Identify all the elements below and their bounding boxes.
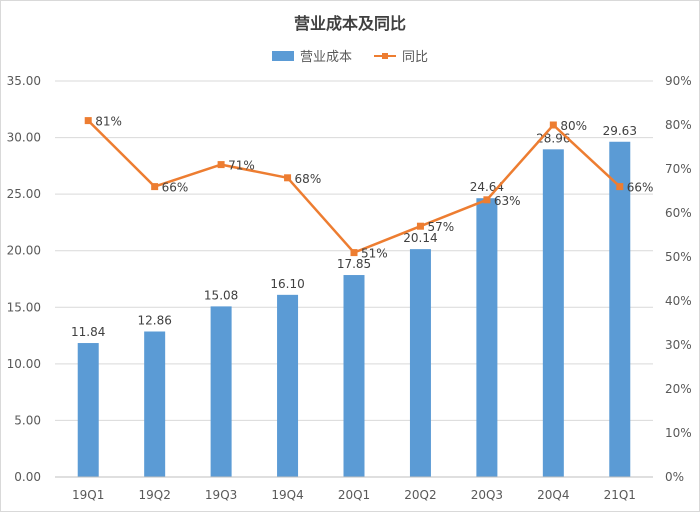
bar-data-label: 15.08 <box>204 288 238 302</box>
line-data-label: 71% <box>228 159 255 173</box>
left-axis-tick-label: 10.00 <box>7 357 41 371</box>
line-data-label: 57% <box>427 220 454 234</box>
left-axis-tick-label: 20.00 <box>7 244 41 258</box>
right-axis-tick-label: 70% <box>665 162 692 176</box>
line-data-label: 63% <box>494 194 521 208</box>
bar-data-label: 12.86 <box>137 313 171 327</box>
line-marker <box>350 249 358 257</box>
left-axis-tick-label: 5.00 <box>14 413 41 427</box>
legend-item-line: 同比 <box>374 46 428 65</box>
x-axis-tick-label: 20Q2 <box>404 488 436 502</box>
line-marker <box>217 161 225 169</box>
line-data-label: 66% <box>627 181 654 195</box>
x-axis-tick-label: 20Q3 <box>471 488 503 502</box>
left-axis-tick-label: 30.00 <box>7 131 41 145</box>
line-data-label: 81% <box>95 115 122 129</box>
line-marker <box>151 183 159 191</box>
bar-data-label: 11.84 <box>71 325 105 339</box>
legend-line-label: 同比 <box>402 50 429 65</box>
left-axis-tick-label: 35.00 <box>7 74 41 88</box>
bar <box>210 306 232 477</box>
right-axis-tick-label: 40% <box>665 294 692 308</box>
chart-legend: 营业成本 同比 <box>0 46 700 65</box>
right-axis-tick-label: 30% <box>665 338 692 352</box>
bar <box>77 343 99 477</box>
bar <box>609 141 631 477</box>
right-axis-tick-label: 80% <box>665 118 692 132</box>
line-data-label: 51% <box>361 247 388 261</box>
legend-item-bar: 营业成本 <box>271 46 352 65</box>
x-axis-tick-label: 19Q2 <box>138 488 170 502</box>
bar-data-label: 20.14 <box>403 231 437 245</box>
right-axis-tick-label: 60% <box>665 206 692 220</box>
bar <box>343 275 365 477</box>
bar <box>144 331 166 477</box>
line-marker <box>284 174 292 182</box>
legend-bar-label: 营业成本 <box>299 50 352 65</box>
line-marker <box>616 183 624 191</box>
x-axis-tick-label: 19Q1 <box>72 488 104 502</box>
right-axis-tick-label: 0% <box>665 470 684 484</box>
line-marker <box>84 117 92 125</box>
right-axis-tick-label: 10% <box>665 426 692 440</box>
x-axis-tick-label: 21Q1 <box>604 488 636 502</box>
line-data-label: 66% <box>162 181 189 195</box>
line-data-label: 68% <box>295 172 322 186</box>
line-marker <box>549 121 557 129</box>
x-axis-tick-label: 19Q3 <box>205 488 237 502</box>
right-axis-tick-label: 20% <box>665 382 692 396</box>
left-axis-tick-label: 15.00 <box>7 300 41 314</box>
bar-data-label: 29.63 <box>603 124 637 138</box>
x-axis-tick-label: 19Q4 <box>271 488 303 502</box>
bar <box>409 249 431 477</box>
right-axis-tick-label: 50% <box>665 250 692 264</box>
left-axis-tick-label: 25.00 <box>7 187 41 201</box>
right-axis-tick-label: 90% <box>665 74 692 88</box>
chart-title: 营业成本及同比 <box>293 14 406 33</box>
x-axis-tick-label: 20Q4 <box>537 488 569 502</box>
bar-data-label: 16.10 <box>270 277 304 291</box>
bar <box>542 149 564 477</box>
left-axis-tick-label: 0.00 <box>14 470 41 484</box>
line-marker <box>483 196 491 204</box>
bar <box>476 198 498 477</box>
line-data-label: 80% <box>560 119 587 133</box>
bar <box>277 294 299 477</box>
bar-data-label: 17.85 <box>337 257 371 271</box>
x-axis-tick-label: 20Q1 <box>338 488 370 502</box>
legend-bar-swatch-icon <box>271 50 294 61</box>
line-marker <box>416 222 424 230</box>
legend-line-swatch-icon <box>374 51 396 61</box>
